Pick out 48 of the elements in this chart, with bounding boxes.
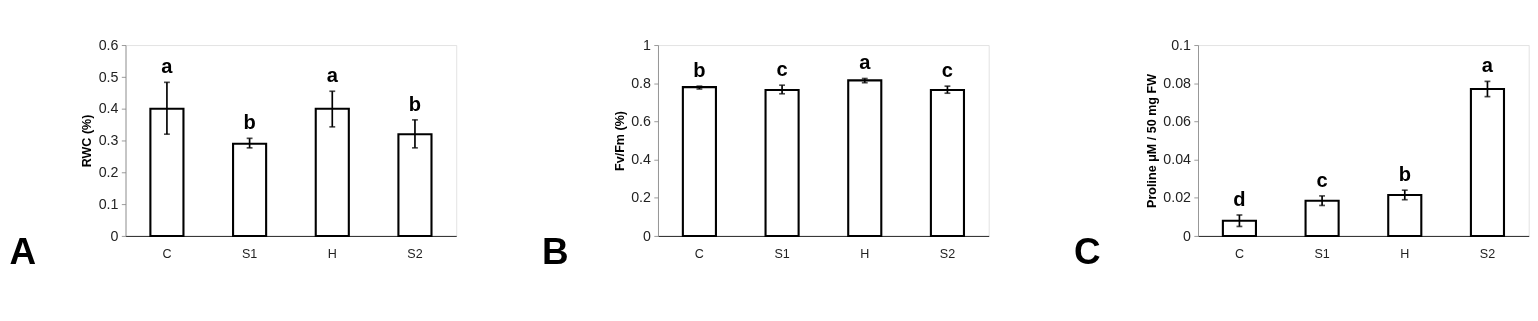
y-tick-label: 0.6	[98, 36, 119, 53]
text: B	[542, 231, 569, 273]
x-tick-label: H	[327, 247, 337, 262]
x-tick-label: S2	[1479, 247, 1496, 262]
x-tick-label: H	[1400, 247, 1410, 262]
y-tick-label: 0	[110, 227, 119, 244]
annotation: b	[243, 111, 256, 134]
y-tick-label: 0	[1183, 227, 1192, 244]
y-tick-label: 0.4	[98, 100, 119, 117]
x-tick-label: C	[694, 247, 704, 262]
y-axis-title: Fv/Fm (%)	[612, 110, 627, 171]
x-tick-label: C	[1234, 247, 1244, 262]
y-axis-title: RWC (%)	[80, 114, 95, 168]
y-tick-label: 0.2	[631, 189, 652, 206]
annotation: a	[859, 51, 872, 74]
y-tick-label: 0.2	[98, 163, 119, 180]
annotation: b	[1398, 162, 1411, 185]
x-tick-label: S2	[939, 247, 956, 262]
y-tick-label: 0.3	[98, 132, 119, 149]
y-tick-label: 0.6	[631, 113, 652, 130]
annotation: d	[1233, 187, 1246, 210]
annotation: c	[941, 58, 954, 81]
x-tick-label: S1	[1314, 247, 1330, 262]
y-tick-label: 0.02	[1163, 189, 1192, 206]
annotation: a	[326, 64, 339, 87]
annotation: a	[1481, 54, 1494, 77]
y-tick-label: 0.1	[1171, 36, 1192, 53]
annotation: a	[161, 55, 174, 78]
y-tick-label: 1	[643, 36, 652, 53]
y-tick-label: 0.1	[98, 195, 119, 212]
y-tick-label: 0.08	[1163, 74, 1192, 91]
x-tick-label: C	[162, 247, 172, 262]
annotation: c	[776, 57, 788, 80]
y-axis-title: Proline μM / 50 mg FW	[1144, 73, 1159, 208]
y-tick-label: 0.04	[1163, 151, 1192, 168]
x-tick-label: S1	[774, 247, 790, 262]
y-tick-label: 0.4	[631, 151, 652, 168]
x-tick-label: S2	[407, 247, 423, 262]
annotation: b	[693, 58, 706, 81]
text: A	[9, 231, 37, 273]
y-tick-label: 0.5	[98, 68, 119, 85]
annotation: b	[408, 92, 422, 115]
annotation: c	[1316, 168, 1328, 191]
y-tick-label: 0	[643, 227, 652, 244]
x-tick-label: S1	[241, 247, 258, 262]
x-tick-label: H	[860, 247, 870, 262]
y-tick-label: 0.06	[1163, 113, 1192, 130]
y-tick-label: 0.8	[631, 74, 652, 91]
